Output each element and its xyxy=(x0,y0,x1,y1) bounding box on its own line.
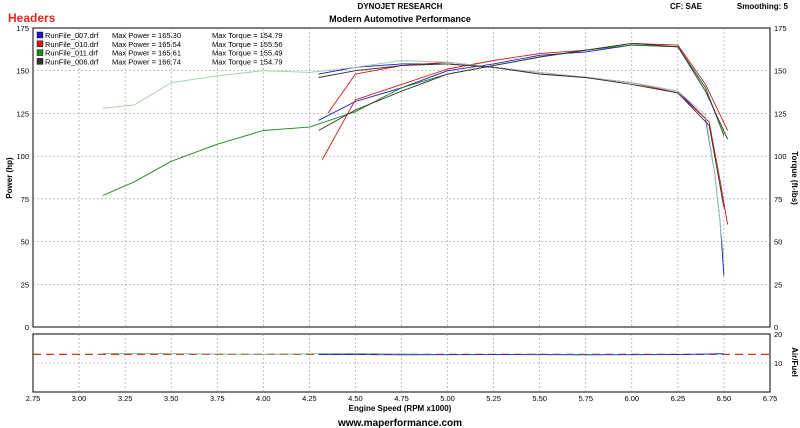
legend-power: Max Power = 165.61 xyxy=(112,49,181,58)
x-tick-label: 3.75 xyxy=(210,394,225,403)
x-tick-label: 5.50 xyxy=(532,394,547,403)
afr-series-line-runfile-007-drf xyxy=(318,353,724,356)
footer-url: www.maperformance.com xyxy=(337,418,462,428)
x-tick-label: 5.25 xyxy=(486,394,501,403)
legend-torque: Max Torque = 154.79 xyxy=(212,31,283,40)
afr-tick-label: 20 xyxy=(774,330,782,339)
correction-factor: CF: SAE xyxy=(670,2,703,11)
y-axis-label: Power (hp) xyxy=(5,157,14,199)
company-name: DYNOJET RESEARCH xyxy=(358,2,443,11)
y-tick-label: 75 xyxy=(21,195,29,204)
legend-file: RunFile_010.drf xyxy=(45,40,99,49)
x-tick-label: 2.75 xyxy=(26,394,41,403)
main-gridlines: 0 25 50 75 100 125 150 175 0 25 50 75 100 125 150 175 xyxy=(16,24,786,332)
x-tick-label: 4.00 xyxy=(256,394,271,403)
legend-power: Max Power = 165.30 xyxy=(112,31,181,40)
legend-torque: Max Torque = 154.79 xyxy=(212,57,283,66)
x-tick-label: 3.50 xyxy=(164,394,179,403)
y2-tick-label: 0 xyxy=(774,323,778,332)
afr-axis-label: Air/Fuel xyxy=(790,347,799,377)
legend-torque: Max Torque = 155.49 xyxy=(212,49,283,58)
series-line-power-runfile-011-drf xyxy=(102,44,725,196)
main-series-group xyxy=(102,42,729,276)
chart-title: Modern Automotive Performance xyxy=(329,14,471,24)
legend-swatch xyxy=(36,49,44,56)
x-tick-label: 5.00 xyxy=(440,394,455,403)
smoothing-label: Smoothing: 5 xyxy=(737,2,789,11)
legend: RunFile_007.drf Max Power = 165.30 Max Tor… xyxy=(36,31,283,66)
legend-power: Max Power = 165.54 xyxy=(112,40,181,49)
y-tick-label: 175 xyxy=(16,24,29,33)
x-tick-label: 6.00 xyxy=(625,394,640,403)
x-axis-label: Engine Speed (RPM x1000) xyxy=(349,404,452,413)
y2-tick-label: 50 xyxy=(774,238,782,247)
x-tick-label: 6.50 xyxy=(717,394,732,403)
legend-torque: Max Torque = 155.56 xyxy=(212,40,283,49)
afr-series-group xyxy=(33,352,770,356)
legend-swatch xyxy=(36,31,44,39)
y-tick-label: 50 xyxy=(21,238,29,247)
series-line-torque-runfile-006-drf xyxy=(318,63,725,208)
series-line-power-runfile-010-drf xyxy=(321,42,729,160)
y2-axis-label: Torque (ft-lbs) xyxy=(790,151,799,205)
legend-swatch xyxy=(36,40,44,47)
legend-file: RunFile_006.drf xyxy=(45,57,99,66)
y-tick-label: 25 xyxy=(21,280,29,289)
legend-file: RunFile_011.drf xyxy=(45,49,99,58)
x-tick-label: 6.25 xyxy=(671,394,686,403)
afr-tick-label: 10 xyxy=(774,359,782,368)
legend-swatch xyxy=(36,58,44,65)
x-tick-label: 4.75 xyxy=(394,394,409,403)
x-axis-ticks: 2.75 3.00 3.25 3.50 3.75 4.00 4.25 4.50 4.75 5.00… xyxy=(26,394,778,403)
x-tick-label: 6.75 xyxy=(763,394,778,403)
legend-file: RunFile_007.drf xyxy=(45,31,99,40)
x-tick-label: 5.75 xyxy=(578,394,593,403)
x-tick-label: 3.25 xyxy=(118,394,133,403)
x-tick-label: 4.50 xyxy=(348,394,363,403)
y2-tick-label: 175 xyxy=(774,24,787,33)
x-tick-label: 4.25 xyxy=(302,394,317,403)
x-tick-label: 3.00 xyxy=(72,394,87,403)
legend-power: Max Power = 166.74 xyxy=(112,57,181,66)
y-tick-label: 150 xyxy=(16,67,29,76)
tag-label: Headers xyxy=(8,11,56,25)
y-tick-label: 100 xyxy=(16,152,29,161)
y2-tick-label: 100 xyxy=(774,152,787,161)
y2-tick-label: 75 xyxy=(774,195,782,204)
y2-tick-label: 125 xyxy=(774,109,787,118)
y-tick-label: 125 xyxy=(16,109,29,118)
series-line-torque-runfile-011-drf xyxy=(102,60,725,259)
series-line-power-runfile-006-drf xyxy=(318,42,729,140)
y2-tick-label: 25 xyxy=(774,280,782,289)
y2-tick-label: 150 xyxy=(774,67,787,76)
y-tick-label: 0 xyxy=(25,323,29,332)
afr-gridlines: 10 20 xyxy=(33,330,782,392)
